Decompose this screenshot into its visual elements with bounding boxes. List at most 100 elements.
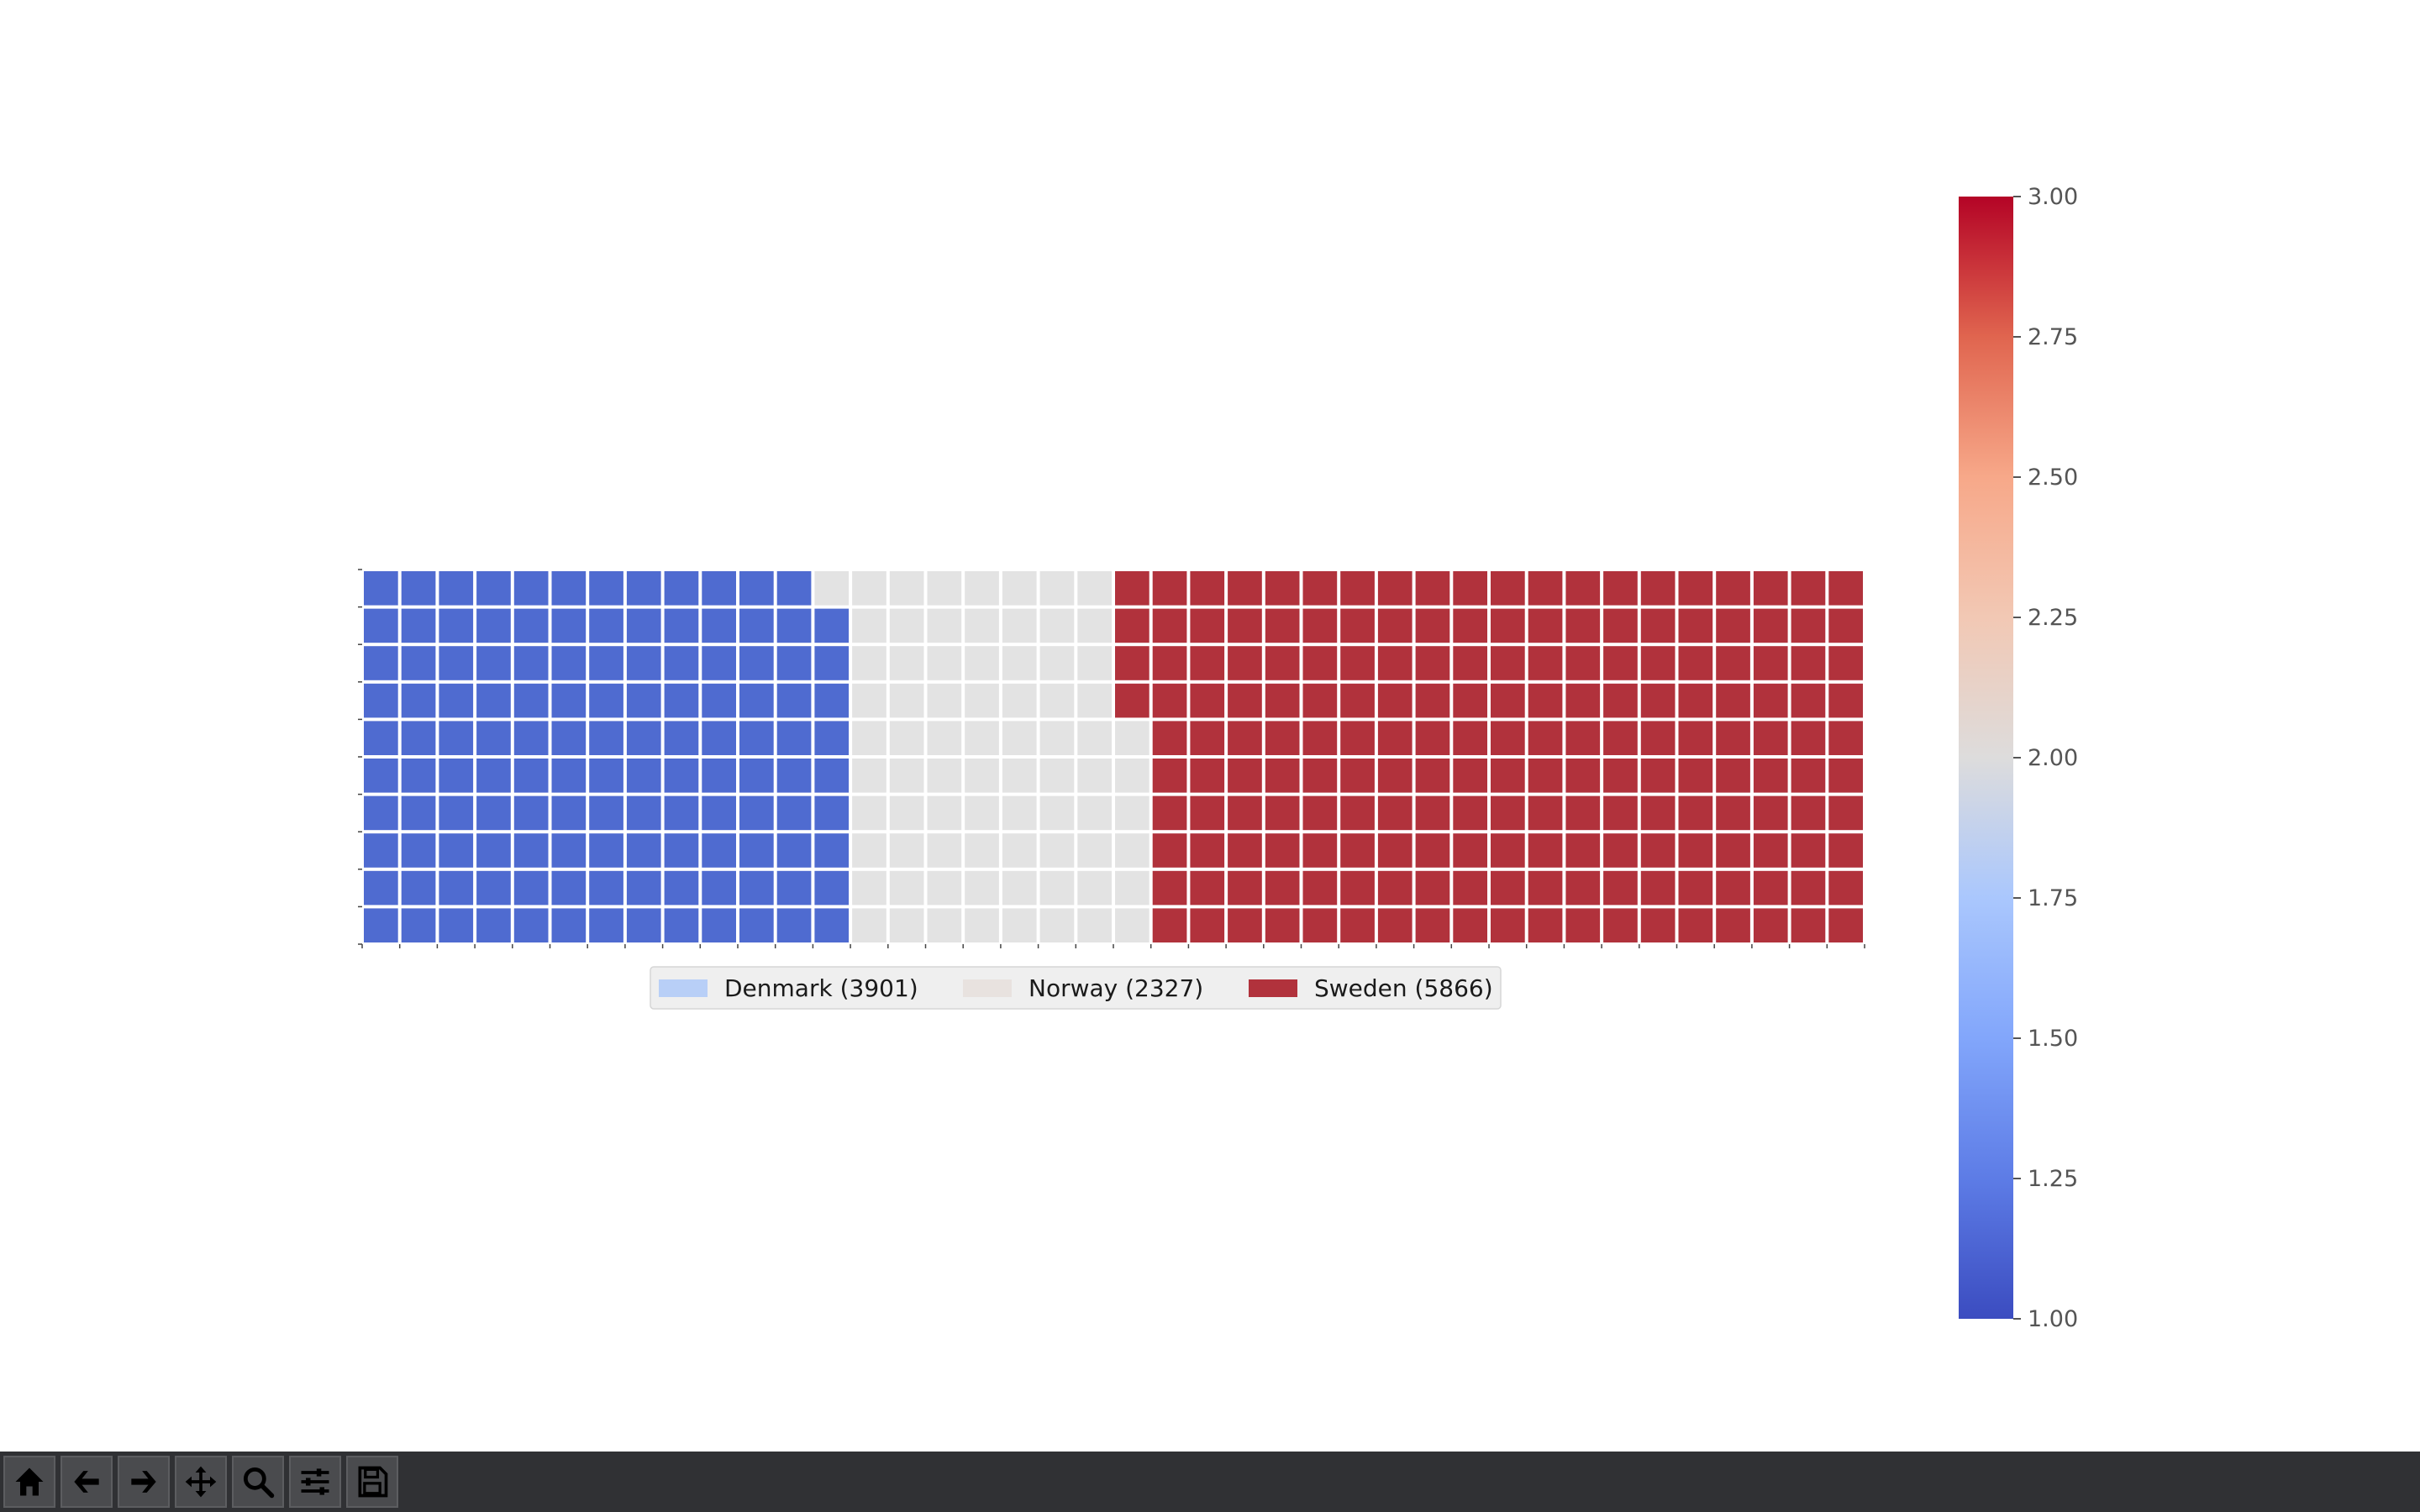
waffle-block-norway	[1115, 833, 1150, 868]
waffle-block-sweden	[1828, 646, 1863, 680]
waffle-block-norway	[965, 759, 999, 793]
configure-subplots-button[interactable]	[289, 1456, 341, 1508]
waffle-block-sweden	[1603, 870, 1638, 906]
waffle-block-denmark	[776, 870, 812, 906]
waffle-block-sweden	[1453, 571, 1487, 606]
home-button[interactable]	[3, 1456, 55, 1508]
waffle-block-sweden	[1565, 759, 1601, 793]
waffle-block-sweden	[1415, 759, 1450, 793]
waffle-block-sweden	[1340, 908, 1375, 942]
waffle-block-sweden	[1828, 571, 1863, 606]
waffle-block-norway	[1002, 571, 1037, 606]
waffle-block-norway	[1002, 908, 1037, 942]
colorbar-tick-label: 2.50	[2028, 465, 2078, 491]
waffle-block-denmark	[739, 833, 774, 868]
waffle-block-sweden	[1152, 571, 1187, 606]
waffle-block-norway	[889, 608, 924, 643]
waffle-block-denmark	[364, 608, 398, 643]
waffle-block-denmark	[476, 683, 511, 718]
move-icon	[185, 1466, 217, 1498]
waffle-block-sweden	[1152, 646, 1187, 680]
forward-button[interactable]	[118, 1456, 170, 1508]
waffle-block-denmark	[589, 721, 623, 755]
waffle-block-norway	[1039, 795, 1075, 831]
waffle-block-sweden	[1603, 759, 1638, 793]
waffle-block-sweden	[1453, 721, 1487, 755]
waffle-block-denmark	[401, 908, 436, 942]
waffle-block-sweden	[1152, 870, 1187, 906]
waffle-block-denmark	[551, 795, 587, 831]
waffle-block-norway	[889, 646, 924, 680]
waffle-block-sweden	[1190, 759, 1225, 793]
waffle-block-denmark	[589, 646, 623, 680]
waffle-block-denmark	[439, 870, 474, 906]
waffle-block-norway	[852, 759, 886, 793]
waffle-block-sweden	[1228, 608, 1262, 643]
waffle-block-sweden	[1415, 683, 1450, 718]
waffle-block-sweden	[1377, 870, 1413, 906]
waffle-block-sweden	[1265, 646, 1300, 680]
waffle-block-sweden	[1753, 759, 1788, 793]
waffle-block-norway	[927, 571, 962, 606]
waffle-block-denmark	[513, 608, 549, 643]
waffle-block-sweden	[1491, 833, 1525, 868]
waffle-block-sweden	[1302, 646, 1338, 680]
waffle-block-denmark	[364, 683, 398, 718]
waffle-block-denmark	[589, 908, 623, 942]
waffle-block-denmark	[664, 759, 699, 793]
waffle-block-denmark	[401, 833, 436, 868]
waffle-block-sweden	[1152, 721, 1187, 755]
waffle-block-norway	[965, 870, 999, 906]
waffle-block-sweden	[1640, 608, 1676, 643]
waffle-block-denmark	[551, 870, 587, 906]
waffle-block-sweden	[1640, 795, 1676, 831]
arrow-right-icon	[131, 1471, 156, 1493]
waffle-block-sweden	[1640, 870, 1676, 906]
zoom-button[interactable]	[232, 1456, 284, 1508]
waffle-block-denmark	[589, 683, 623, 718]
waffle-plot	[358, 569, 1865, 948]
back-button[interactable]	[60, 1456, 113, 1508]
waffle-block-norway	[889, 870, 924, 906]
waffle-block-denmark	[739, 571, 774, 606]
waffle-block-norway	[927, 608, 962, 643]
waffle-block-sweden	[1565, 721, 1601, 755]
waffle-block-norway	[852, 870, 886, 906]
waffle-block-sweden	[1791, 571, 1826, 606]
waffle-block-sweden	[1753, 833, 1788, 868]
colorbar-gradient	[1959, 197, 2013, 1319]
waffle-block-norway	[965, 683, 999, 718]
waffle-block-norway	[1002, 833, 1037, 868]
waffle-block-sweden	[1491, 795, 1525, 831]
pan-button[interactable]	[175, 1456, 227, 1508]
waffle-block-sweden	[1753, 795, 1788, 831]
waffle-block-denmark	[814, 721, 850, 755]
waffle-block-norway	[927, 833, 962, 868]
waffle-block-sweden	[1265, 870, 1300, 906]
waffle-block-sweden	[1716, 833, 1750, 868]
waffle-block-denmark	[814, 870, 850, 906]
waffle-block-sweden	[1678, 833, 1713, 868]
waffle-block-sweden	[1640, 683, 1676, 718]
waffle-block-denmark	[551, 571, 587, 606]
waffle-block-denmark	[589, 608, 623, 643]
waffle-block-sweden	[1190, 571, 1225, 606]
waffle-block-sweden	[1678, 608, 1713, 643]
waffle-block-sweden	[1302, 608, 1338, 643]
waffle-block-denmark	[439, 646, 474, 680]
waffle-block-sweden	[1565, 795, 1601, 831]
waffle-block-norway	[965, 646, 999, 680]
waffle-block-sweden	[1528, 833, 1563, 868]
waffle-block-norway	[927, 870, 962, 906]
save-button[interactable]	[346, 1456, 398, 1508]
waffle-block-denmark	[739, 608, 774, 643]
floppy-disk-icon	[358, 1466, 388, 1498]
waffle-block-norway	[1115, 795, 1150, 831]
waffle-block-sweden	[1753, 608, 1788, 643]
waffle-block-denmark	[702, 870, 736, 906]
waffle-block-sweden	[1377, 908, 1413, 942]
waffle-block-sweden	[1828, 683, 1863, 718]
waffle-block-sweden	[1791, 646, 1826, 680]
waffle-block-sweden	[1528, 795, 1563, 831]
waffle-block-sweden	[1828, 721, 1863, 755]
